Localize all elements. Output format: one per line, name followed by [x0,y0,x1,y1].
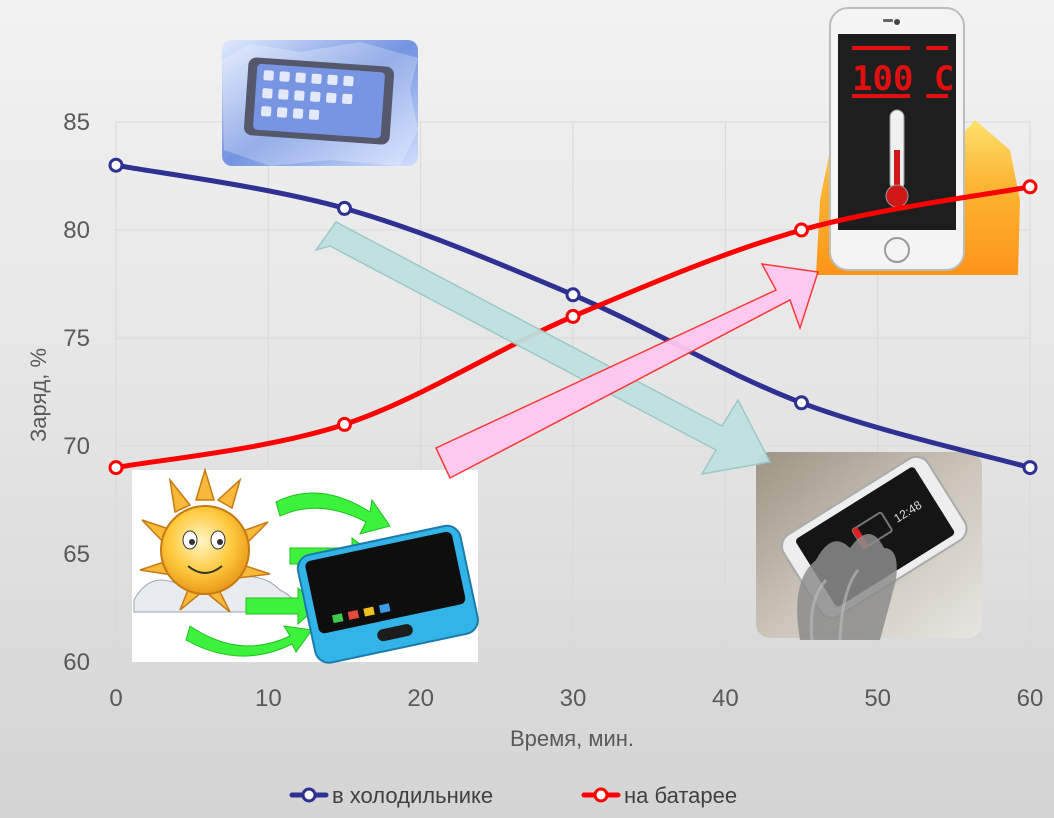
gloved-hand-phone-icon: 12:48 [756,452,982,641]
data-point [565,308,581,324]
y-tick-label: 75 [63,325,90,352]
data-point [108,157,124,173]
data-point [794,395,809,411]
x-axis-title: Время, мин. [510,726,634,751]
hot-phone-thermometer-icon: 100 C [816,7,1020,275]
y-axis-title: Заряд, % [26,348,51,442]
x-axis: 0 10 20 30 40 50 60 [109,685,1043,712]
x-tick-label: 20 [407,685,434,712]
legend: в холодильнике на батарее [289,783,737,808]
sun-phone-icon [132,467,479,664]
data-point [108,460,124,476]
x-tick-label: 50 [864,685,891,712]
x-tick-label: 10 [255,685,282,712]
series-layer [108,157,1038,476]
data-point [337,200,352,216]
data-point [1022,460,1038,476]
data-point [794,222,809,238]
y-axis: 60 65 70 75 80 85 [63,109,90,676]
heating-arrow-icon [435,263,819,480]
legend-marker-0 [301,787,317,803]
y-tick-label: 65 [63,541,90,568]
x-tick-label: 40 [712,685,739,712]
data-point [337,416,352,432]
y-tick-label: 70 [63,433,90,460]
legend-label-1: на батарее [624,783,737,808]
cooling-arrow-icon [314,221,772,476]
legend-marker-1 [593,787,609,803]
x-tick-label: 30 [560,685,587,712]
y-tick-label: 60 [63,649,90,676]
y-tick-label: 80 [63,217,90,244]
frozen-phone-icon [222,40,418,166]
x-tick-label: 0 [109,685,122,712]
y-tick-label: 85 [63,109,90,136]
data-point [1022,179,1038,195]
thermometer-display: 100 C [852,59,954,99]
x-tick-label: 60 [1017,685,1044,712]
data-point [565,287,581,303]
legend-label-0: в холодильнике [332,783,493,808]
